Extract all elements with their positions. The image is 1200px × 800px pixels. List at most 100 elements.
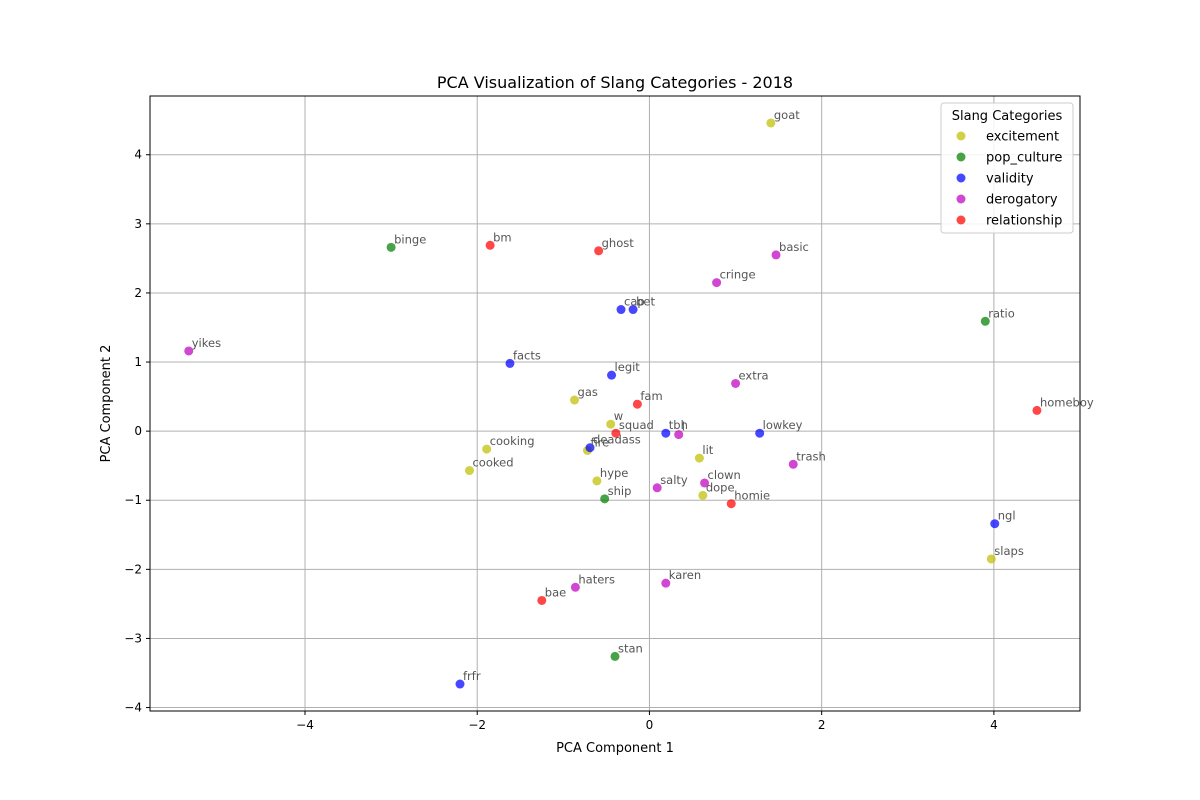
y-tick-label: 3 (134, 217, 142, 231)
point-label: yikes (192, 336, 221, 350)
data-point-derogatory (184, 346, 194, 356)
point-label: homie (734, 489, 770, 503)
legend-marker-validity (956, 173, 966, 183)
point-label: goat (774, 108, 800, 122)
data-point-validity (607, 370, 617, 380)
legend-title: Slang Categories (952, 109, 1063, 124)
point-label: hype (600, 466, 628, 480)
data-point-pop_culture (600, 494, 610, 504)
points-layer (184, 118, 1042, 689)
legend: Slang Categories excitement pop_cultureval… (940, 102, 1074, 234)
y-tick-label: 0 (134, 424, 142, 438)
y-axis-label: PCA Component 2 (99, 345, 114, 463)
data-point-derogatory (700, 478, 710, 488)
point-label: trash (796, 449, 826, 463)
point-label: dope (706, 480, 735, 494)
point-label: legit (615, 360, 641, 374)
point-label: deadass (593, 433, 641, 447)
data-point-validity (755, 428, 765, 438)
point-label: salty (660, 473, 688, 487)
point-label: fire (590, 435, 609, 449)
point-label: slaps (994, 544, 1024, 558)
x-tick-label: −2 (468, 718, 486, 732)
data-point-excitement (694, 453, 704, 463)
point-label: binge (394, 232, 426, 246)
point-label: bae (545, 585, 566, 599)
data-point-validity (616, 305, 626, 315)
point-label: lit (702, 443, 713, 457)
point-label: bet (636, 295, 655, 309)
point-label: extra (739, 368, 769, 382)
point-label: frfr (463, 669, 481, 683)
point-label: clown (708, 468, 741, 482)
x-tick-label: 0 (646, 718, 654, 732)
point-label: cringe (720, 268, 756, 282)
point-label: haters (578, 572, 615, 586)
data-point-excitement (986, 554, 996, 564)
point-label: l (682, 420, 685, 434)
point-label: ghost (602, 236, 635, 250)
legend-marker-relationship (956, 215, 966, 225)
data-point-derogatory (731, 378, 741, 388)
point-label: homeboy (1040, 395, 1094, 409)
x-tick-label: −4 (296, 718, 314, 732)
x-axis-label: PCA Component 1 (556, 741, 674, 756)
data-point-excitement (766, 118, 776, 128)
point-label: w (614, 409, 623, 423)
data-point-pop_culture (980, 316, 990, 326)
point-label: basic (779, 240, 809, 254)
point-label: bm (493, 230, 512, 244)
y-tick-label: −1 (124, 493, 142, 507)
point-label: facts (513, 348, 541, 362)
data-point-relationship (611, 428, 621, 438)
y-tick-label: 4 (134, 148, 142, 162)
legend-entry-pop_culture: pop_culture (986, 151, 1062, 166)
data-point-relationship (726, 499, 736, 509)
y-tick-label: −2 (124, 562, 142, 576)
ticks: −4 −2 0 2 4 −4 −3 −2 −1 0 1 2 3 4 (124, 148, 997, 732)
data-point-relationship (537, 595, 547, 605)
point-label: cooking (490, 434, 535, 448)
data-point-derogatory (712, 278, 722, 288)
legend-entry-relationship: relationship (986, 214, 1062, 229)
data-point-derogatory (674, 430, 684, 440)
data-point-excitement (698, 490, 708, 500)
data-point-relationship (485, 240, 495, 250)
legend-entry-excitement: excitement (986, 130, 1059, 145)
data-point-excitement (592, 476, 602, 486)
point-label: squad (619, 418, 654, 432)
point-label: karen (669, 568, 701, 582)
y-tick-label: −3 (124, 631, 142, 645)
y-tick-label: 1 (134, 355, 142, 369)
point-label: gas (578, 385, 598, 399)
point-label: ngl (998, 509, 1016, 523)
chart-title: PCA Visualization of Slang Categories - … (437, 73, 793, 92)
legend-entry-validity: validity (986, 172, 1034, 187)
data-point-excitement (482, 444, 492, 454)
data-point-validity (661, 428, 671, 438)
data-point-derogatory (771, 250, 781, 260)
point-label: ship (608, 484, 632, 498)
legend-entry-derogatory: derogatory (986, 193, 1058, 208)
data-point-relationship (1032, 405, 1042, 415)
point-labels-layer: goat gas w cooking fire cooked hype lit dope slap… (192, 108, 1094, 683)
data-point-pop_culture (610, 651, 620, 661)
data-point-excitement (606, 419, 616, 429)
data-point-derogatory (661, 578, 671, 588)
legend-box (940, 102, 1074, 234)
data-point-derogatory (788, 459, 798, 469)
point-label: tbh (669, 418, 688, 432)
data-point-relationship (632, 399, 642, 409)
point-label: stan (618, 641, 643, 655)
y-tick-label: −4 (124, 701, 142, 715)
data-point-pop_culture (386, 242, 396, 252)
grid (150, 96, 1080, 711)
legend-marker-excitement (956, 131, 966, 141)
data-point-validity (505, 358, 515, 368)
point-label: lowkey (763, 418, 803, 432)
legend-marker-pop_culture (956, 152, 966, 162)
data-point-excitement (570, 395, 580, 405)
data-point-relationship (594, 246, 604, 256)
data-point-validity (585, 443, 595, 453)
